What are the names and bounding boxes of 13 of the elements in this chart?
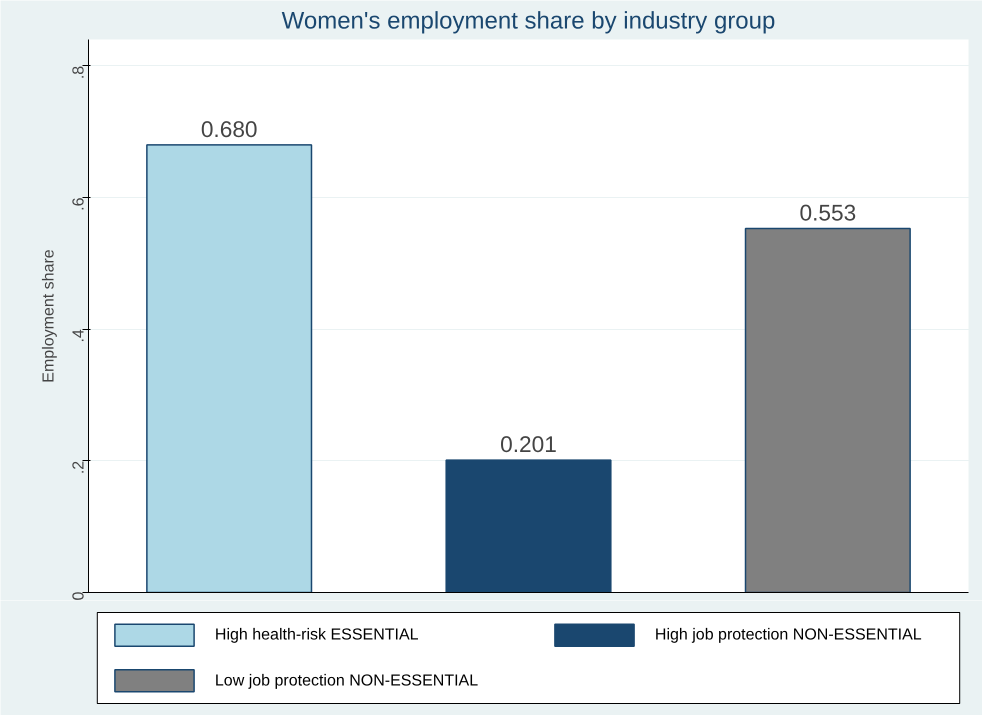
y-tick-label: .8 [70, 66, 88, 80]
y-tick-label: .2 [70, 460, 88, 474]
y-tick-label: 0 [70, 592, 88, 600]
chart-title: Women's employment share by industry group [282, 8, 776, 34]
y-tick-label: .4 [70, 329, 88, 343]
data-label: 0.553 [799, 199, 856, 226]
legend-label: High job protection NON-ESSENTIAL [654, 626, 922, 644]
legend-label: Low job protection NON-ESSENTIAL [214, 672, 478, 690]
legend-label: High health-risk ESSENTIAL [214, 626, 419, 644]
y-tick-label: .6 [70, 197, 88, 211]
y-axis-title: Employment share [40, 249, 58, 383]
data-label: 0.201 [500, 431, 557, 458]
data-label: 0.680 [200, 116, 258, 142]
